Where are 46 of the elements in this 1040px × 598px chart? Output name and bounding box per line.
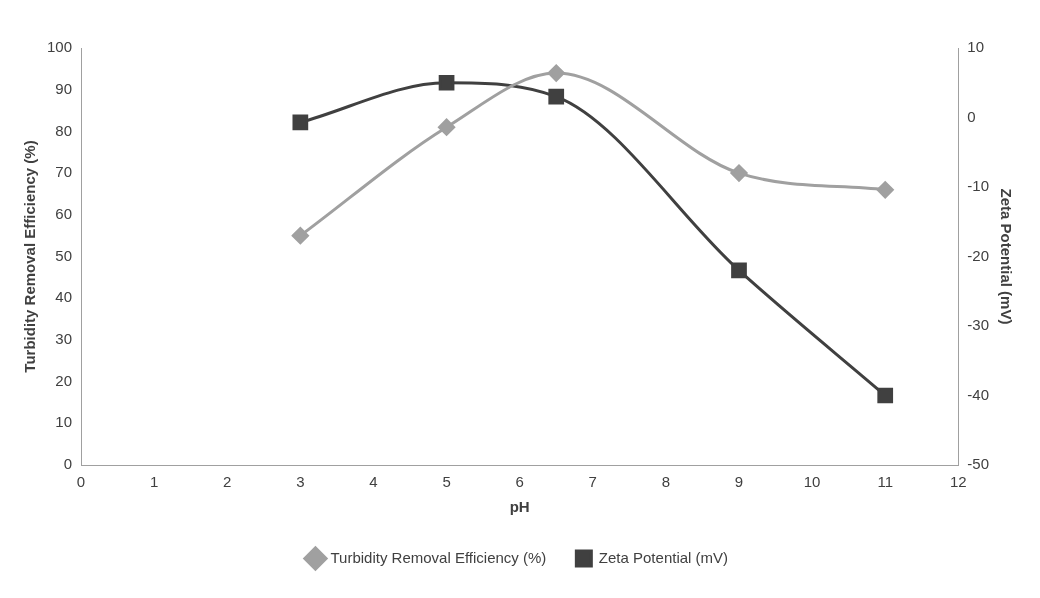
point bbox=[547, 64, 565, 82]
y-tick-label: 70 bbox=[55, 163, 73, 181]
x-tick-label: 12 bbox=[949, 473, 967, 491]
y2-tick-label: -40 bbox=[967, 385, 990, 403]
y-tick-label: 20 bbox=[55, 371, 73, 389]
x-tick-label: 4 bbox=[369, 473, 378, 491]
legend-label: Turbidity Removal Efficiency (%) bbox=[330, 548, 547, 566]
point bbox=[730, 164, 748, 182]
x-tick-label: 9 bbox=[734, 473, 744, 491]
y-tick-label: 10 bbox=[55, 413, 73, 431]
y2-tick-label: -10 bbox=[967, 177, 990, 195]
y-tick-label: 100 bbox=[47, 38, 73, 56]
point bbox=[292, 114, 309, 131]
x-axis-title: pH bbox=[509, 498, 530, 516]
y-tick-label: 50 bbox=[55, 246, 73, 264]
y-tick-label: 30 bbox=[55, 330, 73, 348]
x-tick-label: 8 bbox=[661, 473, 671, 491]
y2-tick-label: -30 bbox=[967, 316, 990, 334]
point bbox=[876, 181, 894, 199]
x-tick-label: 5 bbox=[442, 473, 451, 491]
y-axis-title: Turbidity Removal Efficiency (%) bbox=[21, 140, 39, 373]
x-tick-label: 0 bbox=[76, 473, 86, 491]
x-tick-label: 11 bbox=[877, 473, 893, 491]
y2-tick-label: -20 bbox=[967, 246, 990, 264]
x-tick-label: 6 bbox=[515, 473, 524, 491]
y2-tick-label: 0 bbox=[967, 107, 976, 125]
x-tick-label: 1 bbox=[149, 473, 159, 491]
y-tick-label: 60 bbox=[55, 204, 73, 222]
point bbox=[731, 262, 747, 279]
point bbox=[548, 88, 565, 105]
y2-axis-title: Zeta Potential (mV) bbox=[997, 188, 1015, 325]
y2-tick-label: 10 bbox=[967, 38, 985, 56]
x-tick-label: 7 bbox=[588, 473, 597, 491]
y-tick-label: 90 bbox=[55, 79, 73, 97]
y2-tick-label: -50 bbox=[967, 455, 990, 473]
x-tick-label: 10 bbox=[803, 473, 821, 491]
point bbox=[438, 118, 456, 136]
y-tick-label: 0 bbox=[63, 455, 73, 473]
x-tick-label: 2 bbox=[223, 473, 232, 491]
y-tick-label: 40 bbox=[55, 288, 73, 306]
x-tick-label: 3 bbox=[296, 473, 305, 491]
point bbox=[877, 387, 894, 404]
legend-label: Zeta Potential (mV) bbox=[598, 548, 729, 566]
point bbox=[438, 74, 455, 91]
y-tick-label: 80 bbox=[55, 121, 73, 139]
point bbox=[291, 227, 309, 245]
